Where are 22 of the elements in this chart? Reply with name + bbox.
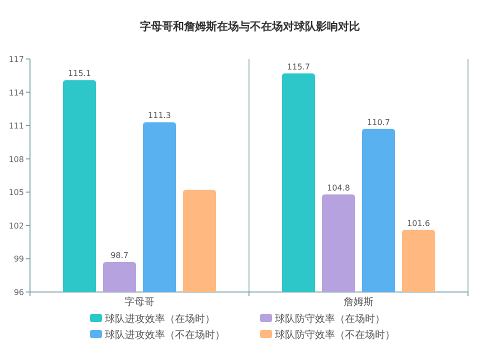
y-tick-label: 117 — [8, 55, 24, 64]
y-tick-label: 108 — [8, 154, 24, 164]
legend-label: 球队进攻效率（在场时） — [105, 313, 215, 325]
y-tick-label: 99 — [14, 254, 24, 264]
x-tick-label: 字母哥 — [124, 296, 154, 308]
y-tick-label: 105 — [8, 188, 24, 198]
legend-label: 球队进攻效率（不在场时） — [105, 329, 225, 341]
legend-label: 球队防守效率（在场时） — [275, 313, 385, 325]
y-tick-label: 111 — [8, 122, 24, 131]
data-label: 98.7 — [110, 251, 128, 260]
chart-title: 字母哥和詹姆斯在场与不在场对球队影响对比 — [140, 20, 360, 33]
y-tick-label: 114 — [8, 88, 24, 98]
data-label: 104.8 — [327, 183, 350, 192]
data-label: 101.6 — [407, 218, 430, 228]
legend-label: 球队防守效率（不在场时） — [275, 329, 395, 341]
data-label: 115.7 — [287, 62, 310, 72]
data-label: 115.1 — [68, 69, 91, 78]
y-tick-label: 102 — [8, 221, 24, 230]
x-tick-label: 詹姆斯 — [344, 296, 374, 308]
data-label: 110.7 — [367, 118, 390, 127]
data-label: 111.3 — [148, 111, 171, 120]
y-tick-label: 96 — [14, 288, 24, 297]
